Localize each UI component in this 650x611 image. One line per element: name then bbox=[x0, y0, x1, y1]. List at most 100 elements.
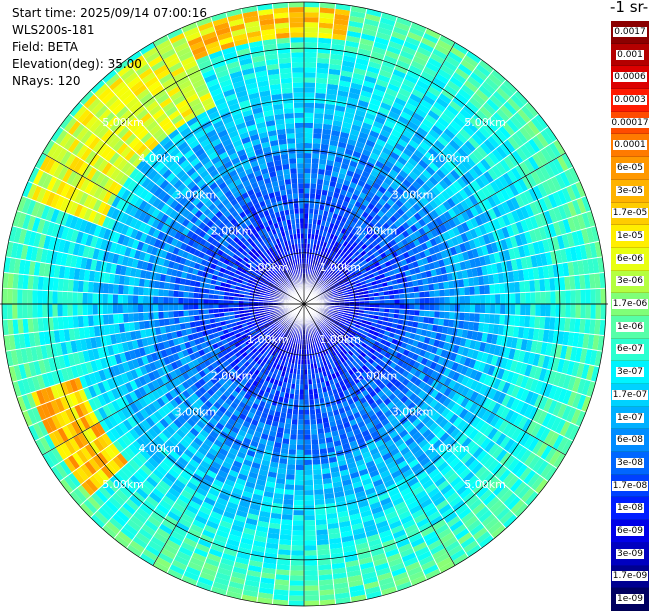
range-gate-cell bbox=[304, 601, 320, 606]
range-gate-cell bbox=[499, 314, 505, 325]
range-gate-cell bbox=[299, 405, 305, 410]
range-gate-cell bbox=[440, 297, 445, 304]
range-gate-cell bbox=[316, 524, 328, 530]
range-gate-cell bbox=[529, 316, 535, 328]
range-gate-cell bbox=[304, 73, 316, 78]
range-gate-cell bbox=[312, 138, 321, 144]
range-gate-cell bbox=[299, 400, 304, 405]
range-gate-cell bbox=[311, 158, 319, 164]
range-gate-cell bbox=[279, 534, 292, 540]
range-gate-cell bbox=[575, 304, 580, 319]
range-gate-cell bbox=[514, 281, 520, 293]
range-gate-cell bbox=[312, 464, 321, 470]
range-gate-cell bbox=[304, 545, 317, 550]
range-gate-cell bbox=[287, 459, 296, 465]
range-gate-cell bbox=[304, 67, 316, 72]
range-gate-cell bbox=[304, 515, 315, 520]
range-gate-cell bbox=[304, 540, 317, 545]
range-gate-cell bbox=[405, 304, 410, 310]
range-gate-cell bbox=[304, 405, 310, 410]
range-gate-cell bbox=[293, 404, 299, 410]
range-gate-cell bbox=[304, 2, 320, 7]
range-gate-cell bbox=[304, 485, 314, 490]
range-gate-cell bbox=[549, 278, 555, 291]
range-gate-cell bbox=[279, 539, 292, 545]
range-gate-cell bbox=[280, 529, 292, 535]
range-gate-cell bbox=[304, 113, 314, 118]
range-gate-cell bbox=[285, 479, 295, 485]
range-gate-cell bbox=[304, 525, 316, 530]
range-gate-cell bbox=[310, 419, 317, 425]
range-gate-cell bbox=[520, 292, 525, 304]
range-gate-cell bbox=[490, 294, 495, 304]
range-gate-cell bbox=[409, 310, 415, 316]
range-gate-cell bbox=[545, 291, 550, 304]
range-gate-cell bbox=[282, 438, 290, 444]
range-gate-cell bbox=[315, 509, 326, 515]
range-gate-cell bbox=[304, 460, 312, 465]
range-gate-cell bbox=[304, 208, 309, 213]
range-gate-cell bbox=[290, 434, 297, 440]
range-gate-cell bbox=[311, 168, 318, 174]
range-gate-cell bbox=[314, 494, 325, 500]
range-gate-cell bbox=[282, 509, 293, 515]
range-gate-cell bbox=[304, 98, 315, 103]
range-gate-cell bbox=[281, 443, 289, 449]
range-gate-cell bbox=[304, 138, 313, 143]
range-gate-cell bbox=[444, 311, 450, 319]
range-gate-cell bbox=[519, 281, 525, 293]
range-gate-cell bbox=[439, 311, 445, 319]
range-gate-cell bbox=[298, 420, 304, 425]
range-gate-cell bbox=[304, 213, 309, 218]
range-gate-cell bbox=[317, 544, 330, 550]
range-gate-cell bbox=[313, 123, 323, 129]
range-gate-cell bbox=[460, 296, 465, 304]
range-gate-cell bbox=[297, 440, 304, 445]
range-gate-cell bbox=[304, 93, 315, 98]
range-gate-cell bbox=[539, 316, 545, 329]
range-gate-cell bbox=[318, 438, 326, 444]
range-gate-cell bbox=[311, 173, 318, 179]
range-gate-cell bbox=[550, 304, 555, 317]
range-gate-cell bbox=[289, 586, 304, 591]
range-gate-cell bbox=[294, 490, 304, 495]
range-gate-cell bbox=[540, 291, 545, 304]
range-gate-cell bbox=[591, 304, 596, 319]
range-gate-cell bbox=[315, 98, 326, 104]
range-gate-cell bbox=[510, 304, 515, 315]
range-gate-cell bbox=[316, 73, 328, 79]
range-gate-cell bbox=[316, 63, 329, 69]
range-gate-cell bbox=[414, 310, 420, 316]
range-gate-cell bbox=[315, 519, 327, 525]
range-gate-cell bbox=[304, 505, 315, 510]
range-gate-cell bbox=[304, 389, 309, 394]
range-gate-cell bbox=[291, 419, 298, 425]
range-gate-cell bbox=[304, 158, 312, 163]
range-gate-cell bbox=[288, 601, 304, 606]
range-gate-cell bbox=[282, 504, 293, 510]
range-gate-cell bbox=[304, 118, 314, 123]
range-gate-cell bbox=[295, 470, 304, 475]
range-gate-cell bbox=[294, 485, 304, 490]
range-gate-cell bbox=[540, 304, 545, 317]
range-gate-cell bbox=[310, 183, 317, 189]
range-gate-cell bbox=[470, 295, 475, 304]
range-gate-cell bbox=[460, 304, 465, 312]
range-gate-cell bbox=[289, 596, 305, 602]
range-gate-cell bbox=[581, 304, 586, 319]
range-gate-cell bbox=[309, 198, 315, 204]
range-gate-cell bbox=[534, 279, 540, 292]
range-gate-cell bbox=[519, 315, 525, 327]
range-gate-cell bbox=[293, 515, 304, 520]
range-gate-cell bbox=[286, 474, 295, 480]
range-gate-cell bbox=[424, 310, 430, 317]
range-gate-cell bbox=[304, 560, 318, 565]
range-gate-cell bbox=[304, 415, 310, 420]
range-gate-cell bbox=[586, 289, 591, 304]
range-gate-cell bbox=[504, 315, 510, 326]
range-gate-cell bbox=[485, 294, 490, 304]
range-gate-cell bbox=[297, 430, 304, 435]
range-gate-cell bbox=[304, 495, 314, 500]
range-gate-cell bbox=[494, 314, 500, 325]
range-gate-cell bbox=[312, 459, 321, 465]
